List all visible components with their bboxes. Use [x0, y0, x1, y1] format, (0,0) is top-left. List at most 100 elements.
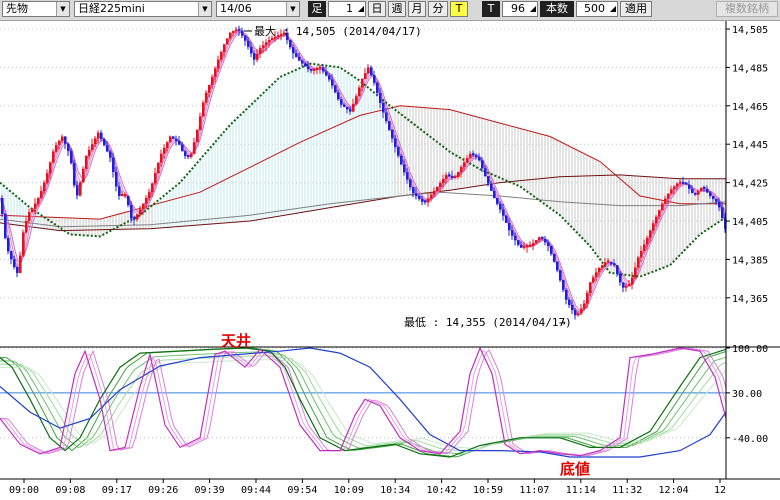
candle-body	[550, 246, 553, 254]
candle-body	[577, 313, 580, 316]
candle-body	[154, 173, 157, 184]
candle-body	[397, 147, 400, 156]
t-value: 96	[511, 2, 525, 15]
candle-body	[169, 136, 172, 143]
contract-month-select[interactable]: 14/06 ▼	[216, 1, 300, 17]
period-stepper[interactable]: 1 ◢	[328, 1, 366, 17]
month-button[interactable]: 月	[408, 1, 426, 17]
candle-body	[223, 44, 226, 53]
stepper-icon[interactable]: ◢	[609, 4, 616, 13]
candle-body	[430, 194, 433, 199]
multi-symbol-button[interactable]: 複数銘柄	[716, 1, 778, 17]
candle-body	[523, 245, 526, 248]
grid-layer	[0, 28, 726, 299]
osc-tick-label: 100.00	[732, 344, 768, 355]
sokochi-annotation: 底値	[560, 460, 590, 478]
candle-body	[328, 75, 331, 80]
candle-body	[679, 181, 682, 184]
product-select[interactable]: 日経225mini ▼	[74, 1, 212, 17]
stepper-icon[interactable]: ◢	[357, 4, 364, 13]
candle-body	[625, 285, 628, 288]
candle-body	[127, 196, 130, 205]
candle-body	[637, 257, 640, 268]
candle-body	[427, 198, 430, 203]
candle-body	[538, 237, 541, 241]
osc-tick-label: -40.00	[732, 434, 768, 445]
minute-button[interactable]: 分	[428, 1, 448, 17]
candle-body	[694, 192, 697, 195]
candle-body	[10, 251, 13, 260]
chevron-down-icon[interactable]: ▼	[56, 2, 69, 16]
candle-body	[706, 188, 709, 193]
t-value-stepper[interactable]: 96 ◢	[502, 1, 538, 17]
candle-body	[379, 92, 382, 103]
annotation-layer: 最大 : 14,505 (2014/04/17) 最低 : 14,355 (20…	[221, 24, 590, 478]
candle-body	[547, 242, 550, 246]
candle-body	[469, 153, 472, 159]
instrument-type-select[interactable]: 先物 ▼	[2, 1, 70, 17]
tenjo-annotation: 天井	[221, 332, 251, 350]
candle-body	[451, 175, 454, 178]
stepper-icon[interactable]: ◢	[529, 4, 536, 13]
tick-button[interactable]: T	[450, 1, 468, 17]
chevron-down-icon[interactable]: ▼	[286, 2, 299, 16]
candle-body	[412, 187, 415, 194]
candle-body	[664, 198, 667, 204]
candle-body	[367, 67, 370, 74]
price-tick-label: 14,405	[732, 217, 768, 228]
candle-body	[610, 261, 613, 264]
candle-body	[226, 38, 229, 45]
candle-body	[604, 262, 607, 266]
candle-body	[214, 68, 217, 77]
candle-body	[607, 260, 610, 263]
candle-body	[118, 186, 121, 196]
time-tick-label: 10:42	[427, 485, 457, 496]
candle-body	[496, 198, 499, 204]
candle-body	[208, 84, 211, 93]
candle-body	[406, 172, 409, 180]
candle-body	[421, 198, 424, 202]
candle-body	[346, 107, 349, 110]
candle-body	[394, 138, 397, 147]
candle-body	[658, 210, 661, 217]
candle-body	[520, 244, 523, 248]
chevron-down-icon[interactable]: ▼	[198, 2, 211, 16]
price-tick-label: 14,385	[732, 255, 768, 266]
apply-button[interactable]: 適用	[620, 1, 652, 17]
time-tick-label: 10:34	[380, 485, 410, 496]
candle-body	[277, 35, 280, 38]
candle-body	[646, 237, 649, 245]
osc-pink-fan-line	[0, 347, 727, 457]
candle-body	[238, 28, 241, 31]
candle-body	[505, 215, 508, 223]
count-stepper[interactable]: 500 ◢	[576, 1, 618, 17]
toolbar: 先物 ▼ 日経225mini ▼ 14/06 ▼ 足 1 ◢ 日 週 月 分 T T 9…	[0, 0, 780, 21]
candle-body	[724, 218, 727, 229]
candle-body	[307, 66, 310, 70]
candle-body	[697, 191, 700, 195]
candle-body	[1, 198, 4, 214]
day-button[interactable]: 日	[368, 1, 386, 17]
candle-body	[295, 53, 298, 57]
week-button[interactable]: 週	[388, 1, 406, 17]
chart-area: 14,505 14,485 14,465 14,445 14,425 14,405 14,3…	[0, 21, 780, 500]
candle-body	[241, 30, 244, 36]
count-label: 本数	[540, 1, 574, 17]
candle-body	[232, 30, 235, 33]
candle-body	[34, 203, 37, 209]
candle-body	[37, 198, 40, 204]
time-tick-label: 12:04	[659, 485, 689, 496]
candle-body	[535, 240, 538, 244]
candle-body	[190, 153, 193, 157]
candle-body	[616, 265, 619, 274]
candle-body	[145, 198, 148, 204]
count-value: 500	[584, 2, 605, 15]
candle-body	[13, 259, 16, 268]
candle-body	[355, 96, 358, 104]
candle-body	[205, 92, 208, 103]
candle-body	[436, 187, 439, 191]
candle-body	[148, 192, 151, 198]
candle-body	[457, 172, 460, 177]
time-tick-label: 09:39	[195, 485, 225, 496]
candle-body	[715, 198, 718, 202]
